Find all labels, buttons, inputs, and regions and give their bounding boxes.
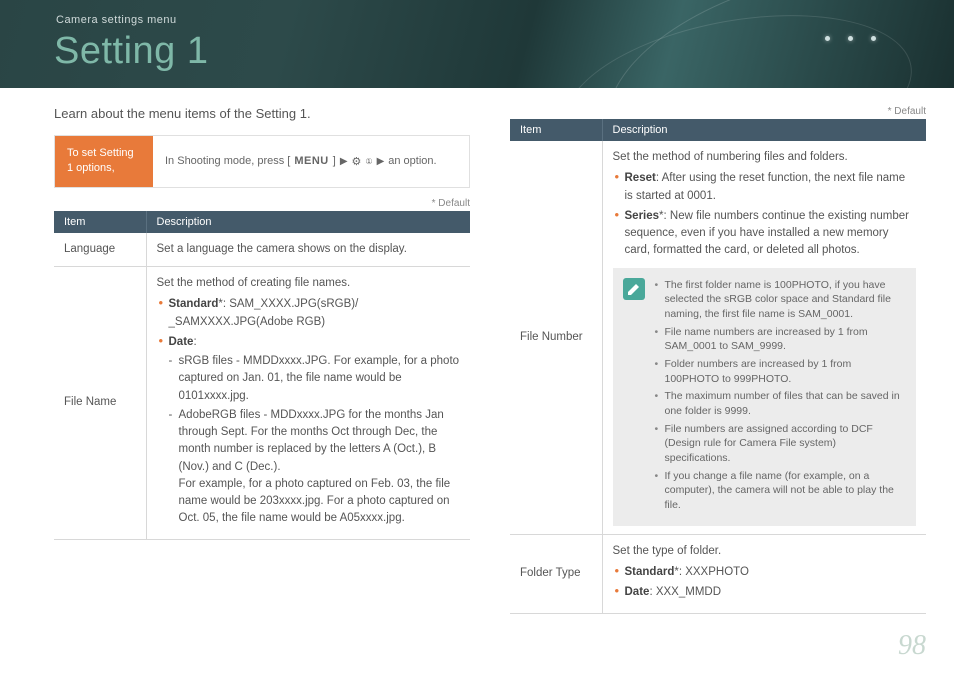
colon: :	[193, 336, 196, 348]
bullet-date: Date: sRGB files - MMDDxxxx.JPG. For exa…	[157, 334, 461, 528]
left-column: Learn about the menu items of the Settin…	[54, 106, 470, 656]
intro-text: Learn about the menu items of the Settin…	[54, 106, 470, 121]
table-row: Language Set a language the camera shows…	[54, 233, 470, 267]
series-text: : New file numbers continue the existing…	[625, 210, 909, 257]
default-footnote: * Default	[510, 106, 926, 117]
reset-label: Reset	[625, 172, 656, 184]
bullet-standard: Standard*: XXXPHOTO	[613, 564, 917, 581]
standard-label: Standard	[625, 566, 675, 578]
arrow-icon: ▶	[377, 156, 385, 167]
standard-label: Standard	[169, 298, 219, 310]
settings-table-left: Item Description Language Set a language…	[54, 211, 470, 540]
standard-text: : XXXPHOTO	[679, 566, 749, 578]
note-item: The maximum number of files that can be …	[655, 389, 905, 418]
dash-item: sRGB files - MMDDxxxx.JPG. For example, …	[169, 353, 461, 405]
bracket-close: ]	[333, 155, 336, 167]
page-title: Setting 1	[54, 30, 209, 73]
bullet-reset: Reset: After using the reset function, t…	[613, 170, 917, 205]
item-cell: File Number	[510, 141, 602, 534]
row-intro: Set the method of numbering files and fo…	[613, 149, 917, 166]
dash-cont: For example, for a photo captured on Feb…	[179, 478, 451, 525]
default-footnote: * Default	[54, 198, 470, 209]
item-cell: Language	[54, 233, 146, 267]
col-header-item: Item	[54, 211, 146, 233]
content-area: Learn about the menu items of the Settin…	[54, 106, 926, 656]
settings-table-right: Item Description File Number Set the met…	[510, 119, 926, 614]
page-number: 98	[898, 630, 926, 662]
gear-icon: ⚙	[352, 155, 362, 168]
subscript-one: ①	[365, 157, 372, 166]
note-item: Folder numbers are increased by 1 from 1…	[655, 357, 905, 386]
bullet-series: Series*: New file numbers continue the e…	[613, 208, 917, 260]
date-text: : XXX_MMDD	[649, 586, 721, 598]
note-list: The first folder name is 100PHOTO, if yo…	[655, 278, 905, 516]
right-column: * Default Item Description File Number S…	[510, 106, 926, 656]
col-header-description: Description	[146, 211, 470, 233]
row-intro: Set the type of folder.	[613, 543, 917, 560]
header-banner: Camera settings menu Setting 1	[0, 0, 954, 88]
instruction-callout: To set Setting 1 options, In Shooting mo…	[54, 135, 470, 188]
breadcrumb: Camera settings menu	[56, 14, 177, 26]
date-label: Date	[169, 336, 194, 348]
desc-cell: Set the method of creating file names. S…	[146, 267, 470, 540]
note-item: File name numbers are increased by 1 fro…	[655, 325, 905, 354]
callout-instruction: In Shooting mode, press [ MENU] ▶ ⚙① ▶ an…	[153, 136, 469, 187]
decorative-dots	[825, 28, 894, 46]
bullet-date: Date: XXX_MMDD	[613, 584, 917, 601]
series-label: Series	[625, 210, 660, 222]
callout-label: To set Setting 1 options,	[55, 136, 153, 187]
item-cell: File Name	[54, 267, 146, 540]
pencil-note-icon	[623, 278, 645, 300]
row-intro: Set the method of creating file names.	[157, 275, 461, 292]
desc-cell: Set a language the camera shows on the d…	[146, 233, 470, 267]
reset-text: : After using the reset function, the ne…	[625, 172, 906, 201]
desc-cell: Set the method of numbering files and fo…	[602, 141, 926, 534]
note-item: File numbers are assigned according to D…	[655, 422, 905, 466]
arrow-icon: ▶	[340, 156, 348, 167]
col-header-description: Description	[602, 119, 926, 141]
callout-suffix: an option.	[388, 155, 436, 167]
dash-item: AdobeRGB files - MDDxxxx.JPG for the mon…	[169, 407, 461, 528]
bullet-standard: Standard*: SAM_XXXX.JPG(sRGB)/ _SAMXXXX.…	[157, 296, 461, 331]
note-item: If you change a file name (for example, …	[655, 469, 905, 513]
col-header-item: Item	[510, 119, 602, 141]
table-row: File Number Set the method of numbering …	[510, 141, 926, 534]
table-row: Folder Type Set the type of folder. Stan…	[510, 534, 926, 613]
item-cell: Folder Type	[510, 534, 602, 613]
date-label: Date	[625, 586, 650, 598]
note-item: The first folder name is 100PHOTO, if yo…	[655, 278, 905, 322]
dash-text: AdobeRGB files - MDDxxxx.JPG for the mon…	[179, 409, 444, 473]
table-row: File Name Set the method of creating fil…	[54, 267, 470, 540]
callout-prefix: In Shooting mode, press [	[165, 155, 290, 167]
menu-button-label: MENU	[294, 155, 328, 167]
note-box: The first folder name is 100PHOTO, if yo…	[613, 268, 917, 526]
desc-cell: Set the type of folder. Standard*: XXXPH…	[602, 534, 926, 613]
